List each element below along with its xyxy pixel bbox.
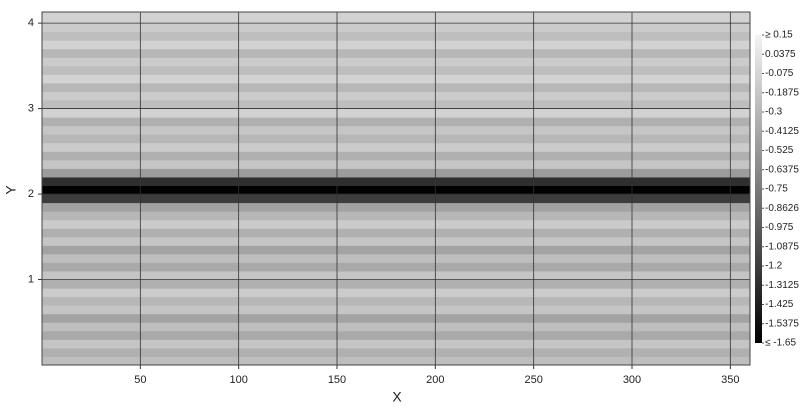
heat-band: [42, 134, 750, 144]
colorbar-tick-label: -0.1875: [765, 87, 799, 98]
heat-band: [42, 40, 750, 50]
x-tick-label: 200: [426, 374, 444, 386]
heat-band: [42, 23, 750, 33]
colorbar-scale: [755, 35, 762, 343]
colorbar-tick-label: -1.425: [765, 299, 794, 310]
heat-band: [42, 322, 750, 332]
colorbar-tick-label: 0.0375: [765, 49, 796, 60]
heat-band: [42, 339, 750, 349]
colorbar-tick-label: -0.525: [765, 145, 794, 156]
x-axis-label: X: [392, 389, 402, 405]
heat-band: [42, 74, 750, 84]
heat-band: [42, 245, 750, 255]
colorbar-tick-label: -1.2: [765, 261, 783, 272]
heat-band: [42, 270, 750, 281]
x-tick-label: 50: [134, 374, 146, 386]
heat-band: [42, 330, 750, 340]
heat-band: [42, 185, 750, 195]
colorbar: ≥ 0.15 0.0375 -0.075 -0.1875 -0.3 -0.4125 -0.5…: [755, 30, 799, 349]
heat-band: [42, 211, 750, 221]
heat-band: [42, 12, 750, 24]
heat-band: [42, 288, 750, 298]
heat-band: [42, 142, 750, 152]
colorbar-tick-label: -0.8626: [765, 203, 799, 214]
heat-band: [42, 356, 750, 366]
y-tick-label: 2: [28, 188, 34, 200]
x-tick-label: 350: [721, 374, 739, 386]
colorbar-tick-label: ≤ -1.65: [765, 338, 796, 349]
heat-band: [42, 202, 750, 212]
heat-band: [42, 279, 750, 289]
heat-band: [42, 296, 750, 306]
heat-band: [42, 100, 750, 110]
heat-band: [42, 65, 750, 75]
heat-band: [42, 31, 750, 41]
colorbar-tick-label: -0.075: [765, 68, 794, 79]
x-tick-label: 300: [623, 374, 641, 386]
heat-band: [42, 176, 750, 187]
heat-band: [42, 305, 750, 315]
heat-band: [42, 57, 750, 67]
heat-band: [42, 219, 750, 229]
heat-band: [42, 236, 750, 246]
colorbar-tick-label: -0.3: [765, 107, 783, 118]
colorbar-tick-label: -1.3125: [765, 280, 799, 291]
heat-band: [42, 48, 750, 58]
x-tick-label: 150: [328, 374, 346, 386]
heat-band: [42, 159, 750, 169]
heat-band: [42, 91, 750, 101]
y-axis-label: Y: [3, 185, 19, 195]
colorbar-tick-label: ≥ 0.15: [765, 30, 793, 41]
plot-frame: [41, 11, 751, 366]
heat-band: [42, 347, 750, 357]
heat-band: [42, 228, 750, 238]
heat-band: [42, 194, 750, 204]
x-tick-label: 250: [524, 374, 542, 386]
y-tick-label: 3: [28, 102, 34, 114]
heat-band: [42, 117, 750, 127]
colorbar-tick-label: -0.4125: [765, 126, 799, 137]
x-tick-label: 100: [229, 374, 247, 386]
heat-band: [42, 125, 750, 135]
heat-band: [42, 82, 750, 92]
heat-band: [42, 151, 750, 161]
colorbar-tick-label: -1.5375: [765, 318, 799, 329]
heat-band: [42, 108, 750, 118]
colorbar-tick-label: -0.6375: [765, 164, 799, 175]
colorbar-tick-label: -1.0875: [765, 241, 799, 252]
y-tick-label: 4: [28, 17, 34, 29]
heat-band: [42, 313, 750, 323]
heat-band: [42, 168, 750, 178]
colorbar-tick-label: -0.75: [765, 184, 788, 195]
heat-band: [42, 253, 750, 263]
y-tick-label: 1: [28, 273, 34, 285]
heat-band: [42, 262, 750, 272]
colorbar-tick-label: -0.975: [765, 222, 794, 233]
